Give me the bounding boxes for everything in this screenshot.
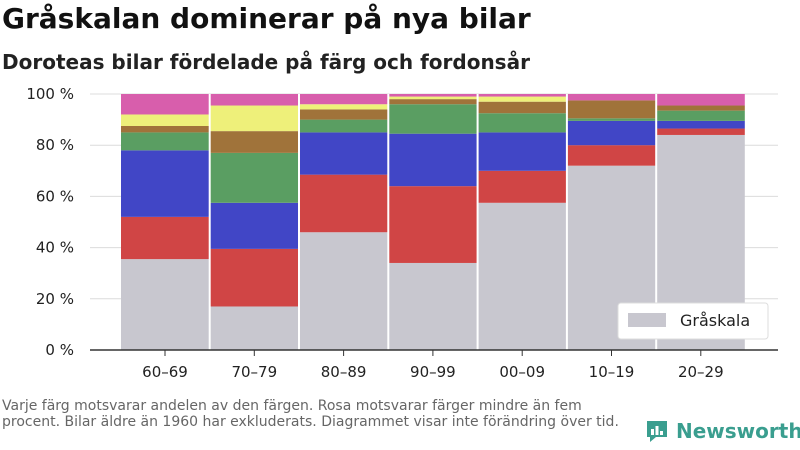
y-tick-label: 100 % — [26, 85, 74, 103]
stacked-bar-chart: 0 % 20 % 40 % 60 % 80 % 100 % 60–69 70–79 80–89… — [26, 85, 778, 381]
bar-segment — [299, 132, 388, 175]
bar-segment — [388, 186, 477, 263]
bar-segment — [567, 118, 656, 121]
bar-segment — [210, 306, 299, 350]
bar-segment — [656, 105, 745, 111]
bar-segment — [299, 109, 388, 120]
footnote: Varje färg motsvarar andelen av den färg… — [2, 398, 619, 430]
bar-segment — [388, 133, 477, 187]
bar-segment — [388, 96, 477, 100]
x-tick-label: 20–29 — [678, 363, 724, 381]
bar-segment — [478, 96, 567, 102]
bar-segment — [478, 170, 567, 203]
bar-segment — [388, 94, 477, 97]
bar-segment — [121, 150, 209, 217]
x-axis-ticks: 60–69 70–79 80–89 90–99 00–09 10–19 20–29 — [142, 350, 724, 381]
y-tick-label: 40 % — [36, 239, 74, 257]
bar-segment — [121, 132, 209, 151]
bars — [121, 94, 745, 350]
bar-segment — [121, 94, 209, 115]
bar-segment — [567, 145, 656, 166]
bar-segment — [299, 104, 388, 110]
bar-segment — [210, 202, 299, 249]
x-tick-label: 60–69 — [142, 363, 188, 381]
bar-segment — [478, 132, 567, 171]
bar-segment — [656, 110, 745, 121]
y-axis-ticks: 0 % 20 % 40 % 60 % 80 % 100 % — [26, 85, 74, 359]
legend-swatch — [628, 313, 666, 327]
bar-segment — [121, 216, 209, 260]
legend-label: Gråskala — [680, 311, 750, 330]
y-tick-label: 60 % — [36, 187, 74, 205]
y-tick-label: 20 % — [36, 290, 74, 308]
chart-subtitle: Doroteas bilar fördelade på färg och for… — [2, 50, 530, 74]
bar-segment — [478, 202, 567, 350]
bar-segment — [210, 131, 299, 153]
bar-segment — [210, 152, 299, 203]
bar-segment — [567, 94, 656, 101]
bar-segment — [656, 94, 745, 106]
bar-segment — [121, 126, 209, 133]
y-tick-label: 0 % — [45, 341, 74, 359]
bar-segment — [567, 120, 656, 146]
x-tick-label: 80–89 — [321, 363, 367, 381]
legend-box — [617, 302, 769, 340]
brand[interactable]: Newsworthy — [644, 418, 800, 444]
bar-segment — [567, 100, 656, 119]
bar-segment — [210, 105, 299, 132]
bar-segment — [388, 99, 477, 105]
bar-segment — [210, 248, 299, 307]
x-tick-label: 00–09 — [499, 363, 545, 381]
bar-segment — [210, 94, 299, 106]
bar-segment — [121, 114, 209, 126]
x-tick-label: 10–19 — [589, 363, 635, 381]
legend: Gråskala — [617, 302, 769, 340]
bar-segment — [478, 94, 567, 97]
bar-segment — [299, 119, 388, 133]
x-tick-label: 90–99 — [410, 363, 456, 381]
bar-segment — [656, 120, 745, 129]
bar-segment — [299, 174, 388, 233]
bar-segment — [656, 128, 745, 135]
bar-segment — [299, 232, 388, 350]
chart-title: Gråskalan dominerar på nya bilar — [2, 2, 531, 35]
y-tick-label: 80 % — [36, 136, 74, 154]
brand-name: Newsworthy — [676, 419, 800, 443]
bar-segment — [388, 104, 477, 134]
bar-segment — [299, 94, 388, 105]
newsworthy-logo-icon — [647, 421, 667, 442]
bar-segment — [478, 101, 567, 114]
bar-segment — [478, 113, 567, 133]
bar-segment — [121, 259, 209, 350]
x-tick-label: 70–79 — [231, 363, 277, 381]
bar-segment — [388, 262, 477, 350]
